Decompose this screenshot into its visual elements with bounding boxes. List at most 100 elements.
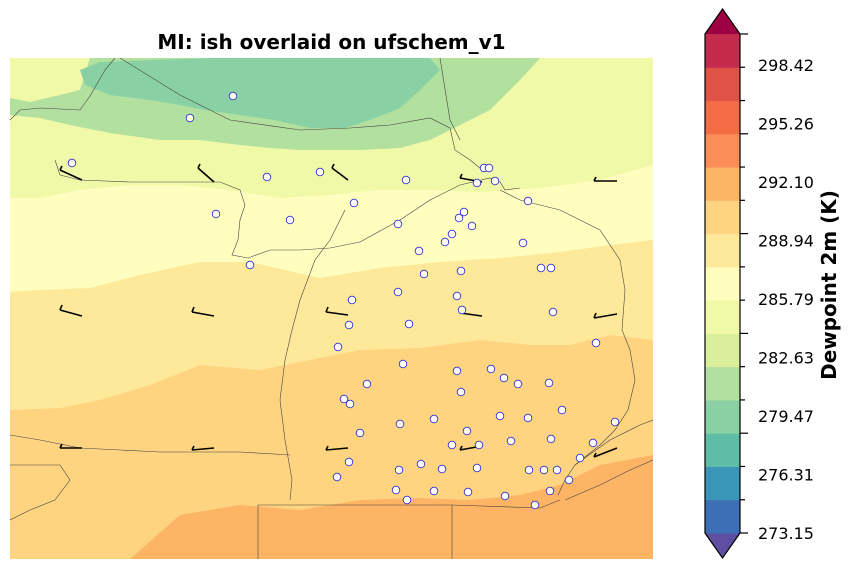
station-marker <box>419 269 429 279</box>
station-marker <box>486 364 496 374</box>
station-marker <box>67 158 77 168</box>
colorbar-tick-label: 285.79 <box>758 290 814 309</box>
wind-barb-flag <box>331 163 335 169</box>
contour-band-1 <box>80 58 440 128</box>
wind-barb-flag <box>459 173 463 179</box>
station-marker <box>344 320 354 330</box>
colorbar-band <box>705 399 740 434</box>
station-marker <box>548 307 558 317</box>
colorbar-band <box>705 233 740 268</box>
station-marker <box>524 465 534 475</box>
colorbar-tick-label: 276.31 <box>758 466 814 485</box>
station-marker <box>536 263 546 273</box>
colorbar-tick-label: 279.47 <box>758 407 814 426</box>
station-marker <box>463 487 473 497</box>
wind-barb-flag <box>593 176 597 182</box>
colorbar-band <box>705 266 740 301</box>
station-marker <box>404 319 414 329</box>
wind-barb <box>191 447 215 451</box>
station-marker <box>349 198 359 208</box>
station-marker <box>472 463 482 473</box>
station-marker <box>459 207 469 217</box>
colorbar-band <box>705 300 740 334</box>
colorbar-band <box>705 34 740 68</box>
station-marker <box>552 465 562 475</box>
colorbar-band <box>705 200 740 235</box>
colorbar-extend-high <box>705 9 740 34</box>
colorbar-band <box>705 67 740 102</box>
colorbar-band <box>705 333 740 368</box>
station-marker <box>437 464 447 474</box>
station-marker <box>285 215 295 225</box>
station-marker <box>546 263 556 273</box>
station-marker <box>429 486 439 496</box>
wind-barb-flag <box>593 452 597 458</box>
wind-barb-flag <box>191 445 195 451</box>
colorbar-label: Dewpoint 2m (K) <box>817 190 841 380</box>
station-marker <box>211 209 221 219</box>
station-marker <box>262 172 272 182</box>
wind-barb-flag <box>325 445 329 451</box>
station-marker <box>588 438 598 448</box>
wind-barb-flag <box>459 445 463 451</box>
station-marker <box>456 266 466 276</box>
station-marker <box>414 246 424 256</box>
station-marker <box>394 465 404 475</box>
station-marker <box>518 238 528 248</box>
station-marker <box>440 237 450 247</box>
station-marker <box>500 491 510 501</box>
station-marker <box>395 419 405 429</box>
wind-barb <box>593 313 618 319</box>
station-marker <box>315 167 325 177</box>
colorbar-tick-label: 292.10 <box>758 173 814 192</box>
colorbar-band <box>705 466 740 501</box>
station-marker <box>393 219 403 229</box>
station-marker <box>355 428 365 438</box>
station-marker <box>457 305 467 315</box>
station-marker <box>546 434 556 444</box>
wind-barb <box>593 447 618 458</box>
station-marker <box>345 399 355 409</box>
map-title: MI: ish overlaid on ufschem_v1 <box>157 30 506 54</box>
station-marker <box>402 495 412 505</box>
wind-barb-flag <box>59 165 63 171</box>
colorbar-band <box>705 366 740 401</box>
station-marker <box>332 472 342 482</box>
station-marker <box>564 475 574 485</box>
colorbar-tick-label: 288.94 <box>758 232 814 251</box>
station-marker <box>467 221 477 231</box>
station-marker <box>416 459 426 469</box>
wind-barb-flag <box>197 163 201 169</box>
colorbar-band <box>705 167 740 201</box>
station-marker <box>523 413 533 423</box>
station-marker <box>530 500 540 510</box>
station-marker <box>544 378 554 388</box>
station-marker <box>545 486 555 496</box>
colorbar-band <box>705 100 740 135</box>
station-marker <box>474 440 484 450</box>
station-marker <box>401 175 411 185</box>
wind-barb-flag <box>191 306 195 313</box>
station-marker <box>447 229 457 239</box>
station-marker <box>398 359 408 369</box>
station-marker <box>245 260 255 270</box>
station-marker <box>523 196 533 206</box>
station-marker <box>391 485 401 495</box>
station-marker <box>506 436 516 446</box>
wind-barb <box>325 447 349 451</box>
station-marker <box>484 163 494 173</box>
station-marker <box>513 379 523 389</box>
wind-barb <box>331 167 349 181</box>
wind-barb <box>59 309 83 317</box>
wind-barb-flag <box>59 443 63 449</box>
colorbar-extend-low <box>705 533 740 558</box>
wind-barb-flag <box>325 306 329 313</box>
station-marker <box>452 291 462 301</box>
station-marker <box>539 465 549 475</box>
station-marker <box>462 426 472 436</box>
wind-barb <box>197 167 215 183</box>
station-marker <box>456 387 466 397</box>
station-marker <box>347 295 357 305</box>
station-marker <box>339 394 349 404</box>
wind-barb-flag <box>59 304 63 311</box>
